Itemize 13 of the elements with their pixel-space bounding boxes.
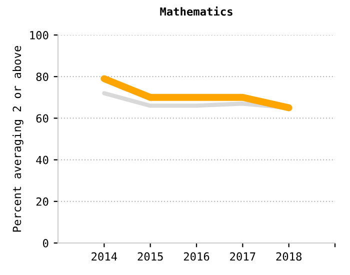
x-tick-label: 2017 (230, 252, 256, 261)
y-tick-label: 80 (36, 72, 48, 82)
x-tick-label: 2014 (92, 252, 118, 261)
y-tick-label: 60 (36, 114, 48, 123)
y-tick-label: 40 (36, 156, 48, 164)
x-tick-label: 2015 (138, 252, 163, 261)
y-tick-label: 20 (36, 197, 48, 206)
chart-title: Mathematics (160, 6, 232, 16)
y-tick-label: 0 (43, 239, 48, 248)
y-axis-title: Percent averaging 2 or above (12, 46, 24, 232)
x-tick-label: 2016 (184, 252, 210, 261)
y-tick-label: 100 (30, 31, 48, 40)
x-tick-label: 2018 (276, 252, 302, 261)
